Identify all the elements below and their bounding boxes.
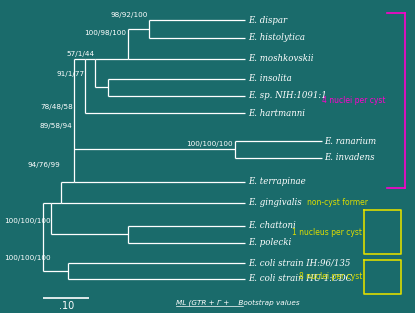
Text: E. terrapinae: E. terrapinae: [248, 177, 306, 186]
Text: 1 nucleus per cyst: 1 nucleus per cyst: [293, 228, 362, 237]
Text: E. coli strain IH:96/135: E. coli strain IH:96/135: [248, 259, 351, 268]
Text: E. gingivalis: E. gingivalis: [248, 198, 302, 207]
Text: 91/1/77: 91/1/77: [56, 71, 85, 77]
Text: non-cyst former: non-cyst former: [307, 198, 368, 207]
Text: .10: .10: [59, 301, 74, 311]
Text: 98/92/100: 98/92/100: [111, 12, 148, 18]
Text: ML (GTR + Γ +    Bootstrap values: ML (GTR + Γ + Bootstrap values: [176, 300, 300, 306]
Text: 100/100/100: 100/100/100: [186, 141, 232, 146]
Text: E. coli strain HU-1:CDC: E. coli strain HU-1:CDC: [248, 275, 352, 283]
Text: 78/48/58: 78/48/58: [40, 104, 73, 110]
Text: 57/1/44: 57/1/44: [66, 51, 94, 57]
Text: E. sp. NIH:1091:1: E. sp. NIH:1091:1: [248, 91, 327, 100]
Text: 4 nuclei per cyst: 4 nuclei per cyst: [322, 96, 386, 105]
Text: E. moshkovskii: E. moshkovskii: [248, 54, 314, 63]
Text: 100/100/100: 100/100/100: [4, 218, 51, 224]
Text: 89/58/94: 89/58/94: [40, 123, 73, 129]
Text: 8 nuclei per cyst: 8 nuclei per cyst: [299, 272, 362, 281]
Text: E. insolita: E. insolita: [248, 74, 292, 84]
Text: 94/76/99: 94/76/99: [28, 162, 61, 168]
Text: E. hartmanni: E. hartmanni: [248, 109, 305, 118]
Text: 100/100/100: 100/100/100: [4, 255, 51, 261]
Text: E. polecki: E. polecki: [248, 238, 291, 247]
Text: E. chattoni: E. chattoni: [248, 221, 296, 230]
Text: 100/98/100: 100/98/100: [85, 30, 127, 36]
Text: E. ranarium: E. ranarium: [324, 136, 376, 146]
Text: E. histolytica: E. histolytica: [248, 33, 305, 42]
Text: E. dispar: E. dispar: [248, 16, 287, 25]
Text: E. invadens: E. invadens: [324, 153, 374, 162]
